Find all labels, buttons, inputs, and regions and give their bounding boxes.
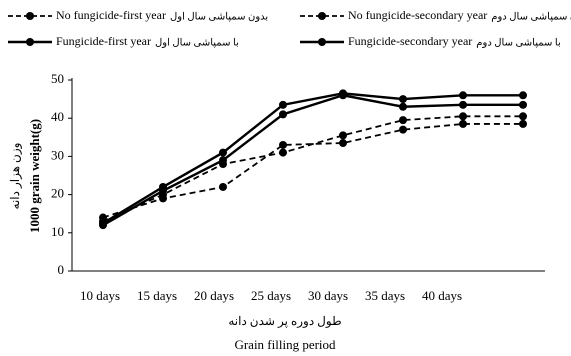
y-tick-label: 30	[51, 147, 64, 162]
series-line	[102, 123, 523, 219]
x-tick-label: 25 days	[251, 288, 291, 303]
data-point	[279, 140, 287, 149]
legend-marker	[318, 12, 326, 20]
data-point	[339, 89, 347, 98]
data-point	[339, 139, 347, 148]
x-tick-label: 15 days	[137, 288, 177, 303]
x-axis-label-fa: طول دوره پر شدن دانه	[228, 314, 341, 328]
x-tick-label: 10 days	[80, 288, 120, 303]
data-point	[459, 112, 467, 121]
data-point	[99, 219, 107, 228]
data-point	[159, 182, 167, 191]
x-tick-label: 20 days	[194, 288, 234, 303]
data-point	[459, 119, 467, 128]
legend-label: Fungicide-first year	[56, 34, 151, 48]
legend-label: No fungicide-first year	[56, 8, 166, 22]
data-point	[339, 131, 347, 140]
data-point	[519, 91, 527, 100]
data-point	[219, 148, 227, 157]
series-line	[102, 92, 523, 225]
data-point	[459, 91, 467, 100]
legend-label: No fungicide-secondary year	[348, 8, 487, 22]
series-line	[102, 115, 523, 223]
data-point	[159, 190, 167, 199]
x-tick-label: 40 days	[422, 288, 462, 303]
data-point	[399, 102, 407, 111]
legend-marker	[26, 12, 34, 20]
data-point	[279, 110, 287, 119]
y-axis-label-fa: وزن هزار دانه	[8, 143, 22, 210]
legend-label-fa: با سمپاشی سال دوم	[476, 37, 560, 48]
data-point	[519, 119, 527, 128]
series-line	[102, 94, 523, 227]
legend-label-fa: با سمپاشی سال اول	[155, 37, 239, 48]
y-tick-label: 50	[51, 71, 64, 86]
legend-marker	[318, 38, 326, 46]
data-point	[399, 125, 407, 134]
y-tick-label: 20	[51, 186, 64, 201]
data-point	[459, 100, 467, 109]
y-axis-label: 1000 grain weight(g)	[27, 119, 42, 233]
data-point	[399, 95, 407, 104]
x-tick-label: 30 days	[308, 288, 348, 303]
y-tick-label: 40	[51, 109, 64, 124]
legend-label-fa: بدون سمپاشی سال اول	[170, 11, 268, 22]
data-point	[519, 100, 527, 109]
data-point	[519, 112, 527, 121]
legend-marker	[26, 38, 34, 46]
data-point	[219, 182, 227, 191]
data-point	[279, 100, 287, 109]
data-point	[279, 148, 287, 157]
y-tick-label: 10	[51, 224, 64, 239]
legend-label: Fungicide-secondary year	[348, 34, 472, 48]
x-tick-label: 35 days	[365, 288, 405, 303]
y-tick-label: 0	[58, 262, 65, 277]
x-axis-label: Grain filling period	[234, 337, 336, 352]
data-point	[399, 116, 407, 125]
legend-label-fa: بدون سمپاشی سال دوم	[491, 11, 571, 22]
data-point	[219, 160, 227, 169]
